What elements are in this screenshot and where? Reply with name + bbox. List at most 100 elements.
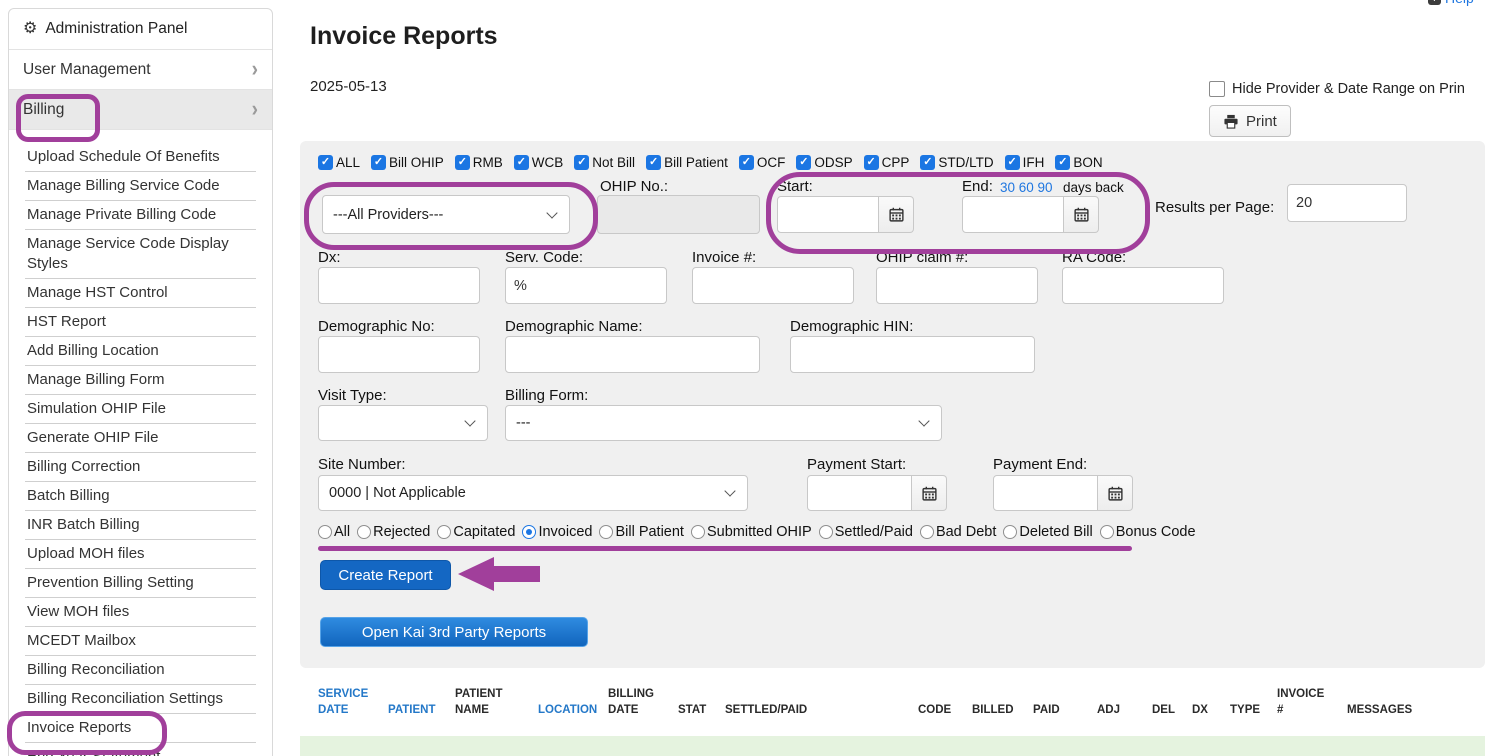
sidebar-item-billing-reconciliation[interactable]: Billing Reconciliation	[25, 656, 256, 685]
end-date-input[interactable]	[962, 196, 1064, 233]
open-kai-3rd-party-reports-button[interactable]: Open Kai 3rd Party Reports	[320, 617, 588, 647]
sidebar-item-manage-hst-control[interactable]: Manage HST Control	[25, 279, 256, 308]
column-header-billed: BILLED	[972, 704, 1014, 716]
filter-checkbox-bill-ohip[interactable]: Bill OHIP	[371, 155, 444, 170]
payment-end-input[interactable]	[993, 475, 1098, 511]
radio-icon	[919, 525, 934, 539]
filter-checkbox-all[interactable]: ALL	[318, 155, 360, 170]
days-back-suffix: days back	[1063, 180, 1124, 195]
calendar-icon	[888, 207, 904, 222]
filter-checkbox-rmb[interactable]: RMB	[454, 155, 503, 170]
invoice-no-label: Invoice #:	[692, 249, 757, 266]
radio-icon	[1003, 525, 1018, 539]
sidebar-item-prevention-billing-setting[interactable]: Prevention Billing Setting	[25, 569, 256, 598]
sidebar-item-billing-correction[interactable]: Billing Correction	[25, 453, 256, 482]
demographic-hin-input[interactable]	[790, 336, 1035, 373]
sidebar-item-add-billing-location[interactable]: Add Billing Location	[25, 337, 256, 366]
sidebar-item-manage-billing-form[interactable]: Manage Billing Form	[25, 366, 256, 395]
sidebar-item-batch-billing[interactable]: Batch Billing	[25, 482, 256, 511]
hide-provider-daterange-checkbox[interactable]: Hide Provider & Date Range on Prin	[1209, 81, 1465, 97]
demographic-no-input[interactable]	[318, 336, 480, 373]
ohip-claim-input[interactable]	[876, 267, 1038, 304]
filter-checkbox-not-bill[interactable]: Not Bill	[574, 155, 635, 170]
invoice-no-input[interactable]	[692, 267, 854, 304]
visit-type-select[interactable]	[318, 405, 488, 441]
hide-provider-daterange-label: Hide Provider & Date Range on Prin	[1232, 81, 1465, 97]
payment-start-calendar-button[interactable]	[912, 475, 947, 511]
sidebar-item-manage-private-billing-code[interactable]: Manage Private Billing Code	[25, 201, 256, 230]
create-report-button[interactable]: Create Report	[320, 560, 451, 590]
sidebar-item-billing[interactable]: Billing ›	[9, 90, 272, 130]
status-radio-deleted-bill[interactable]: Deleted Bill	[1003, 524, 1093, 540]
status-radio-bad-debt[interactable]: Bad Debt	[919, 524, 996, 540]
sidebar-item-manage-service-code-display-styles[interactable]: Manage Service Code Display Styles	[25, 230, 256, 279]
status-radio-invoiced[interactable]: Invoiced	[522, 524, 592, 540]
column-header-settled-paid: SETTLED/PAID	[725, 704, 808, 716]
status-radio-all[interactable]: All	[318, 524, 350, 540]
sidebar-item-upload-schedule-of-benefits[interactable]: Upload Schedule Of Benefits	[25, 143, 256, 172]
sidebar-item-simulation-ohip-file[interactable]: Simulation OHIP File	[25, 395, 256, 424]
radio-icon	[437, 525, 452, 539]
dx-input[interactable]	[318, 267, 480, 304]
status-radio-settled-paid[interactable]: Settled/Paid	[818, 524, 913, 540]
ra-code-input[interactable]	[1062, 267, 1224, 304]
serv-code-input[interactable]	[505, 267, 667, 304]
filter-checkbox-std-ltd[interactable]: STD/LTD	[920, 155, 994, 170]
sidebar-item-upload-moh-files[interactable]: Upload MOH files	[25, 540, 256, 569]
start-date-input[interactable]	[777, 196, 879, 233]
billing-form-value: ---	[516, 415, 531, 431]
filter-checkbox-ifh[interactable]: IFH	[1004, 155, 1044, 170]
column-header-invoice-no: INVOICE #	[1277, 688, 1325, 716]
checkbox-unchecked-icon	[1209, 81, 1225, 97]
sidebar-item-mcedt-mailbox[interactable]: MCEDT Mailbox	[25, 627, 256, 656]
filter-checkbox-ocf[interactable]: OCF	[738, 155, 785, 170]
print-button[interactable]: Print	[1209, 105, 1291, 137]
column-header-service-date[interactable]: SERVICE DATE	[318, 688, 369, 716]
sidebar-item-generate-ohip-file[interactable]: Generate OHIP File	[25, 424, 256, 453]
filter-checkbox-bon[interactable]: BON	[1055, 155, 1103, 170]
payment-end-calendar-button[interactable]	[1098, 475, 1133, 511]
sidebar-item-view-moh-files[interactable]: View MOH files	[25, 598, 256, 627]
sidebar-item-inr-batch-billing[interactable]: INR Batch Billing	[25, 511, 256, 540]
status-radio-capitated[interactable]: Capitated	[437, 524, 515, 540]
sidebar-item-user-management[interactable]: User Management ›	[9, 50, 272, 90]
column-header-type: TYPE	[1230, 704, 1261, 716]
help-link[interactable]: ? Help	[1428, 0, 1474, 6]
column-header-patient-name: PATIENT NAME	[455, 688, 503, 716]
status-radio-submitted-ohip[interactable]: Submitted OHIP	[690, 524, 812, 540]
sidebar-item-billing-reconciliation-settings[interactable]: Billing Reconciliation Settings	[25, 685, 256, 714]
status-radio-bonus-code[interactable]: Bonus Code	[1099, 524, 1196, 540]
results-per-page-input[interactable]	[1287, 184, 1407, 222]
annotation-underline-status-radios	[318, 546, 1132, 551]
demographic-name-input[interactable]	[505, 336, 760, 373]
filter-checkbox-wcb[interactable]: WCB	[513, 155, 563, 170]
sidebar-header: ⚙ Administration Panel	[9, 9, 272, 50]
column-header-patient[interactable]: PATIENT	[388, 704, 436, 716]
billing-form-select[interactable]: ---	[505, 405, 942, 441]
checkbox-checked-icon	[738, 155, 754, 170]
sidebar-item-end-year-statement[interactable]: End Year Statement	[25, 743, 256, 756]
column-header-code: CODE	[918, 704, 952, 716]
status-radio-bill-patient[interactable]: Bill Patient	[599, 524, 684, 540]
calendar-icon	[921, 486, 937, 501]
start-date-calendar-button[interactable]	[879, 196, 914, 233]
days-back-links[interactable]: 30 60 90	[1000, 180, 1053, 195]
help-icon: ?	[1428, 0, 1441, 5]
filter-checkbox-cpp[interactable]: CPP	[863, 155, 909, 170]
sidebar-nav-label: User Management	[23, 60, 151, 78]
end-date-calendar-button[interactable]	[1064, 196, 1099, 233]
column-header-location[interactable]: LOCATION	[538, 704, 598, 716]
sidebar-item-invoice-reports[interactable]: Invoice Reports	[25, 714, 256, 743]
filter-checkbox-odsp[interactable]: ODSP	[796, 155, 853, 170]
radio-icon	[690, 525, 705, 539]
sidebar-item-manage-billing-service-code[interactable]: Manage Billing Service Code	[25, 172, 256, 201]
filter-checkbox-bill-patient[interactable]: Bill Patient	[646, 155, 728, 170]
status-radio-rejected[interactable]: Rejected	[357, 524, 430, 540]
payment-start-label: Payment Start:	[807, 456, 907, 473]
provider-select[interactable]: ---All Providers---	[322, 195, 570, 234]
site-number-select[interactable]: 0000 | Not Applicable	[318, 475, 748, 511]
payment-start-input[interactable]	[807, 475, 912, 511]
sidebar-item-hst-report[interactable]: HST Report	[25, 308, 256, 337]
site-number-label: Site Number:	[318, 456, 406, 473]
